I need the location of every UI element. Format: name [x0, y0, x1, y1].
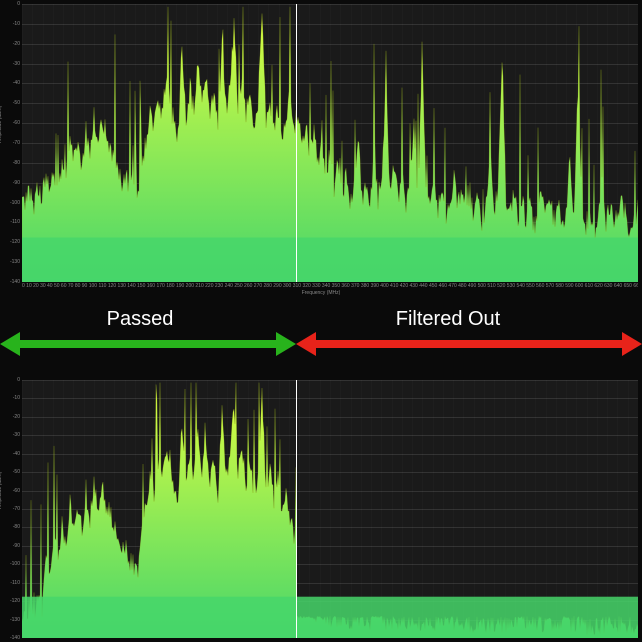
- passed-arrow-head-right: [276, 332, 296, 356]
- y-tick-label: -60: [2, 120, 20, 126]
- y-tick-label: -70: [2, 506, 20, 512]
- y-tick-label: -100: [2, 200, 20, 206]
- y-tick-label: -50: [2, 469, 20, 475]
- y-tick-label: -130: [2, 617, 20, 623]
- y-tick-label: -100: [2, 561, 20, 567]
- y-tick-label: -10: [2, 21, 20, 27]
- passed-label: Passed: [107, 308, 174, 331]
- y-tick-label: -130: [2, 259, 20, 265]
- y-tick-label: -140: [2, 279, 20, 285]
- spectrum-plot: [22, 380, 638, 638]
- y-tick-label: -40: [2, 451, 20, 457]
- y-tick-label: 0: [2, 1, 20, 7]
- x-axis-label: Frequency (MHz): [302, 290, 341, 296]
- y-tick-label: -80: [2, 160, 20, 166]
- y-tick-label: -60: [2, 488, 20, 494]
- x-tick-row: 0 10 20 30 40 50 60 70 80 90 100 110 120…: [22, 283, 638, 289]
- y-tick-label: -20: [2, 414, 20, 420]
- passed-arrow-head-left: [0, 332, 20, 356]
- y-tick-label: -40: [2, 80, 20, 86]
- y-tick-label: -30: [2, 61, 20, 67]
- y-tick-label: -70: [2, 140, 20, 146]
- filtered-arrow-body: [316, 340, 622, 348]
- spectrum-panel-bottom: [22, 380, 638, 638]
- y-tick-label: 0: [2, 377, 20, 383]
- y-tick-label: -120: [2, 239, 20, 245]
- y-tick-label: -110: [2, 219, 20, 225]
- filter-annotation-band: Passed Filtered Out: [0, 296, 642, 374]
- y-tick-label: -10: [2, 395, 20, 401]
- cutoff-divider: [296, 4, 297, 282]
- filtered-arrow-head-left: [296, 332, 316, 356]
- filtered-arrow-head-right: [622, 332, 642, 356]
- y-tick-label: -90: [2, 180, 20, 186]
- spectrum-plot: [22, 4, 638, 282]
- filtered-label: Filtered Out: [396, 308, 500, 331]
- y-tick-label: -20: [2, 41, 20, 47]
- y-tick-label: -30: [2, 432, 20, 438]
- passed-arrow-body: [20, 340, 276, 348]
- y-tick-label: -120: [2, 598, 20, 604]
- cutoff-divider: [296, 380, 297, 638]
- y-tick-label: -110: [2, 580, 20, 586]
- y-tick-label: -90: [2, 543, 20, 549]
- y-axis-label: Amplitude (dBm): [0, 106, 3, 143]
- spectrum-panel-top: [22, 4, 638, 282]
- y-tick-label: -50: [2, 100, 20, 106]
- y-tick-label: -140: [2, 635, 20, 641]
- y-tick-label: -80: [2, 524, 20, 530]
- y-axis-label: Amplitude (dBm): [0, 472, 3, 509]
